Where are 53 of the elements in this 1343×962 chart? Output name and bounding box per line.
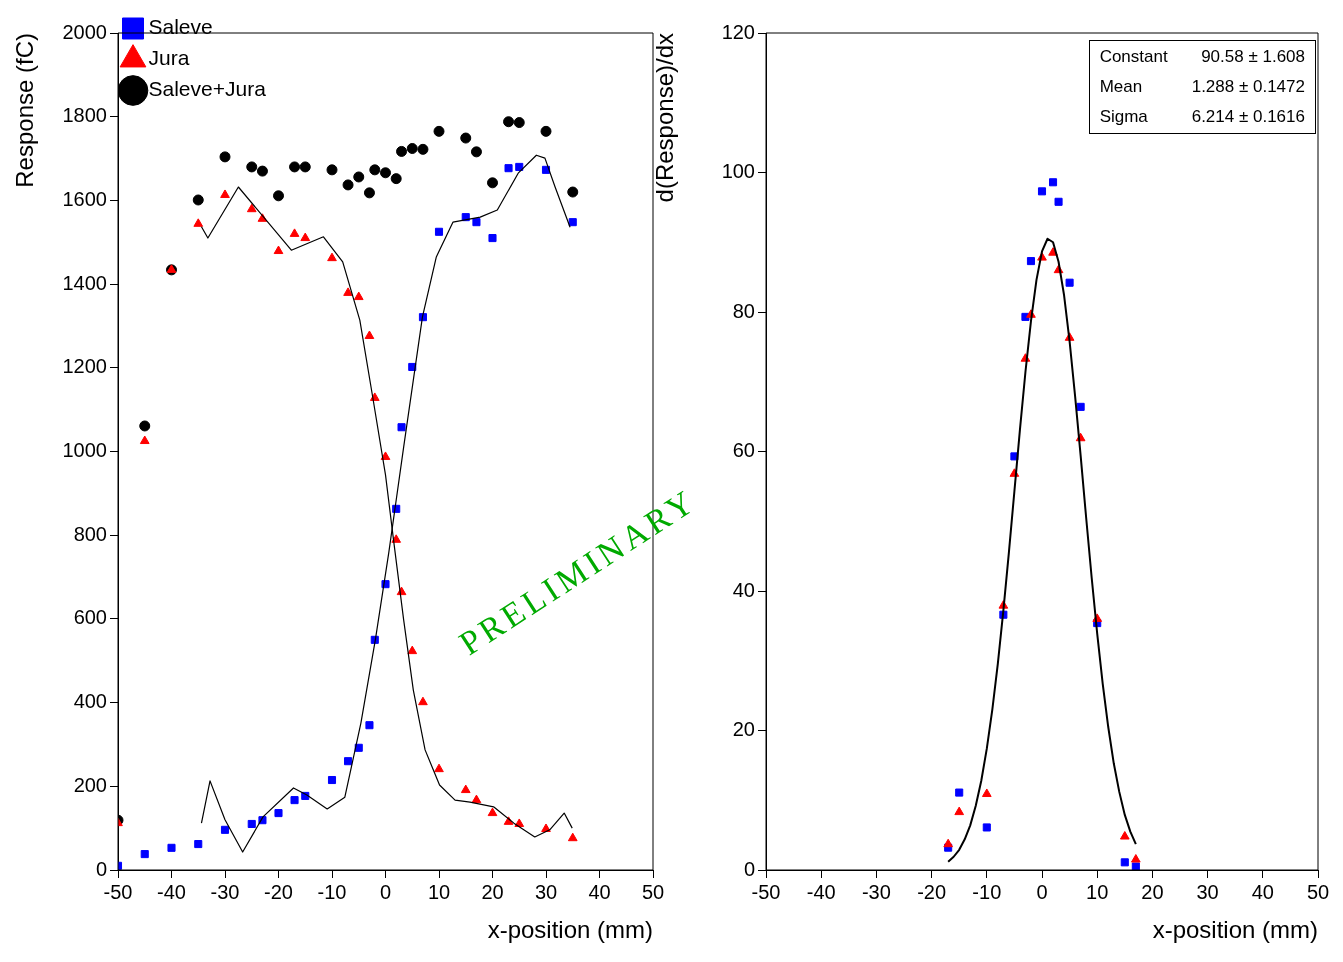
x-tick-label: -50: [751, 880, 781, 903]
y-tick-label: 0: [743, 857, 755, 880]
y-tick-label: 1200: [62, 355, 107, 378]
x-axis-title: x-position (mm): [487, 916, 653, 944]
x-tick-label: 40: [1251, 880, 1274, 903]
y-tick-label: 0: [95, 857, 107, 880]
legend-label: Jura: [148, 46, 190, 70]
legend-label: Saleve+Jura: [148, 77, 267, 101]
annotation: 90.58 ± 1.608: [1200, 47, 1305, 67]
y-tick-label: 20: [732, 718, 755, 741]
y-tick-label: 400: [73, 690, 107, 713]
y-tick-label: 200: [73, 773, 107, 796]
x-tick-label: 40: [588, 880, 611, 903]
x-tick-label: -30: [210, 880, 240, 903]
annotation: Constant: [1099, 47, 1168, 67]
legend-label: Saleve: [148, 15, 213, 39]
y-tick-label: 120: [721, 20, 755, 43]
y-tick-label: 80: [732, 299, 755, 322]
x-tick-label: 0: [1036, 880, 1048, 903]
x-tick-label: 50: [641, 880, 665, 903]
x-tick-label: 20: [481, 880, 504, 903]
x-tick-label: -20: [917, 880, 947, 903]
y-tick-label: 600: [73, 606, 107, 629]
y-tick-label: 1600: [62, 187, 107, 210]
x-tick-label: -30: [861, 880, 891, 903]
y-tick-label: 100: [721, 160, 755, 183]
y-tick-label: 1000: [62, 439, 107, 462]
x-tick-label: -10: [972, 880, 1002, 903]
annotation: 1.288 ± 0.1472: [1191, 77, 1305, 97]
annotation: 6.214 ± 0.1616: [1191, 107, 1305, 127]
y-axis-title: d(Response)/dx: [651, 33, 679, 203]
x-tick-label: 30: [534, 880, 558, 903]
x-tick-label: 10: [427, 880, 451, 903]
x-tick-label: -50: [103, 880, 133, 903]
x-tick-label: -40: [806, 880, 836, 903]
y-axis-title: Response (fC): [11, 33, 39, 188]
x-tick-label: 20: [1141, 880, 1164, 903]
y-tick-label: 1400: [62, 271, 107, 294]
x-tick-label: -20: [264, 880, 293, 903]
y-tick-label: 2000: [62, 20, 107, 43]
annotation: Mean: [1099, 77, 1144, 97]
annotation: Sigma: [1099, 107, 1149, 127]
x-tick-label: 10: [1086, 880, 1109, 903]
x-tick-label: -10: [317, 880, 347, 903]
x-tick-label: 0: [379, 880, 392, 903]
x-axis-title: x-position (mm): [1152, 916, 1318, 944]
y-tick-label: 1800: [62, 104, 107, 127]
x-tick-label: 50: [1306, 880, 1330, 903]
y-tick-label: 800: [73, 522, 107, 545]
x-tick-label: 30: [1196, 880, 1219, 903]
y-tick-label: 40: [732, 578, 755, 601]
y-tick-label: 60: [732, 439, 755, 462]
x-tick-label: -40: [157, 880, 186, 903]
